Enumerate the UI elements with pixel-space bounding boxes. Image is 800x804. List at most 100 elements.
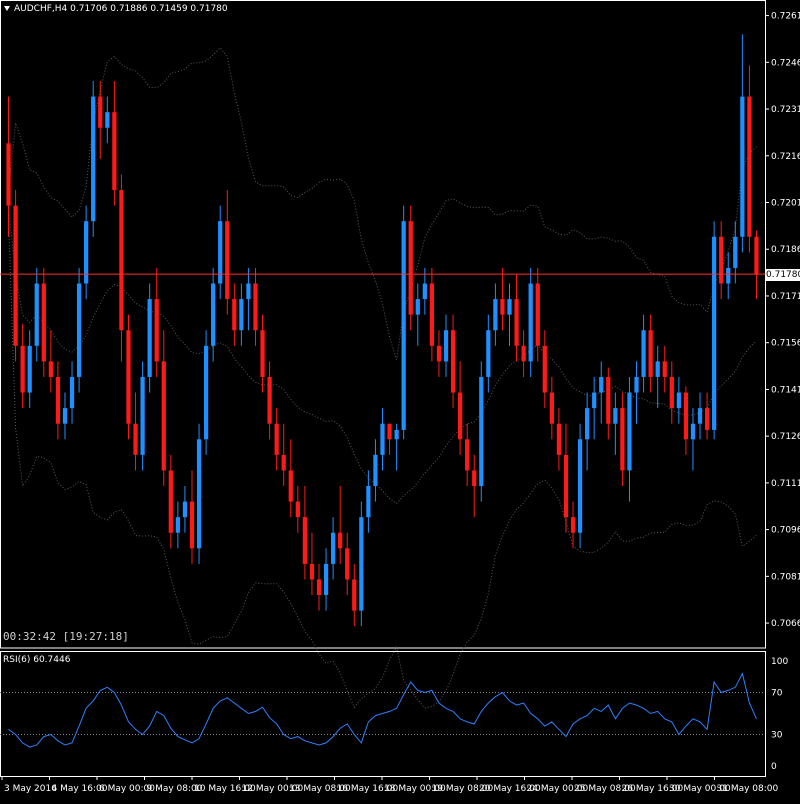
- bull-candle: [627, 392, 632, 471]
- bear-candle: [648, 330, 653, 377]
- bear-candle: [514, 299, 519, 346]
- bull-candle: [577, 439, 583, 533]
- bull-candle: [330, 532, 336, 564]
- bull-candle: [147, 299, 152, 377]
- band-upper-line: [8, 47, 757, 360]
- time-tick-label: 26 May 16:00: [622, 784, 684, 794]
- bull-candle: [443, 330, 449, 362]
- rsi-tick-label: 0: [771, 762, 777, 772]
- time-tick-label: 3 May 2016: [4, 784, 57, 794]
- bull-candle: [84, 221, 89, 284]
- bear-candle: [253, 283, 258, 331]
- bear-candle: [281, 454, 286, 471]
- bear-candle: [570, 517, 576, 533]
- bull-candle: [373, 454, 378, 486]
- ohlc-close: 0.71780: [190, 4, 228, 14]
- bear-candle: [41, 283, 46, 362]
- time-tick-label: 16 May 16:00: [337, 784, 399, 794]
- bear-candle: [232, 299, 237, 331]
- bear-candle: [408, 221, 413, 315]
- bear-candle: [429, 283, 435, 346]
- bull-candle: [246, 283, 251, 300]
- price-tick-label: 0.70660: [771, 619, 800, 629]
- symbol-label: AUDCHF,H4: [14, 4, 68, 14]
- bull-candle: [634, 376, 639, 393]
- bear-candle: [112, 112, 117, 191]
- bear-candle: [316, 579, 322, 596]
- bear-candle: [542, 345, 547, 393]
- bear-candle: [704, 408, 710, 430]
- bear-candle: [288, 470, 293, 502]
- bear-candle: [168, 470, 173, 533]
- bear-candle: [521, 345, 526, 362]
- bull-candle: [733, 236, 738, 268]
- bear-candle: [563, 454, 569, 518]
- time-tick-label: 20 May 16:00: [479, 784, 541, 794]
- time-tick-label: 6 May 00:00: [99, 784, 155, 794]
- bull-candle: [69, 376, 75, 409]
- bear-candle: [387, 423, 392, 440]
- bull-candle: [394, 429, 399, 440]
- bull-candle: [697, 408, 703, 424]
- bull-candle: [676, 392, 681, 409]
- bull-candle: [599, 376, 604, 393]
- bull-candle: [422, 283, 427, 300]
- bar-countdown-timer: 00:32:42 [19:27:18]: [3, 630, 129, 643]
- bull-candle: [486, 330, 491, 377]
- bull-candle: [528, 283, 533, 362]
- bear-candle: [352, 579, 357, 611]
- time-tick-label: 19 May 08:00: [432, 784, 494, 794]
- chart-header: AUDCHF,H4 0.71706 0.71886 0.71459 0.7178…: [4, 4, 228, 14]
- time-tick-label: 4 May 16:00: [52, 784, 108, 794]
- bear-candle: [126, 330, 131, 424]
- time-tick-label: 12 May 00:00: [242, 784, 304, 794]
- bull-candle: [105, 112, 110, 128]
- time-tick-label: 24 May 00:00: [527, 784, 589, 794]
- bear-candle: [535, 283, 540, 346]
- bull-candle: [323, 563, 329, 596]
- bear-candle: [747, 96, 752, 237]
- ohlc-low: 0.71459: [150, 4, 188, 14]
- bull-candle: [175, 517, 180, 533]
- bear-candle: [189, 501, 195, 549]
- bull-candle: [359, 517, 364, 611]
- bear-candle: [620, 408, 625, 471]
- bear-candle: [719, 236, 724, 284]
- bear-candle: [549, 392, 554, 424]
- bull-candle: [91, 96, 96, 222]
- ohlc-open: 0.71706: [70, 4, 108, 14]
- bull-candle: [218, 221, 223, 284]
- bear-candle: [6, 143, 11, 206]
- bull-candle: [203, 345, 209, 440]
- bear-candle: [13, 205, 18, 346]
- bear-candle: [20, 345, 25, 393]
- time-tick-label: 10 May 16:00: [194, 784, 256, 794]
- rsi-tick-label: 100: [771, 657, 788, 667]
- bull-candle: [140, 376, 145, 455]
- bear-candle: [500, 299, 505, 315]
- bear-candle: [606, 376, 611, 424]
- dropdown-triangle-icon[interactable]: [4, 6, 10, 11]
- bull-candle: [380, 423, 385, 455]
- bear-candle: [302, 517, 307, 564]
- bear-candle: [119, 190, 124, 331]
- bull-candle: [655, 361, 660, 377]
- bear-candle: [154, 299, 159, 362]
- bear-candle: [683, 392, 689, 440]
- bull-candle: [726, 267, 731, 284]
- bear-candle: [556, 423, 562, 455]
- bull-candle: [27, 345, 32, 393]
- bull-candle: [62, 408, 68, 424]
- bull-candle: [182, 501, 188, 518]
- bull-candle: [76, 283, 82, 377]
